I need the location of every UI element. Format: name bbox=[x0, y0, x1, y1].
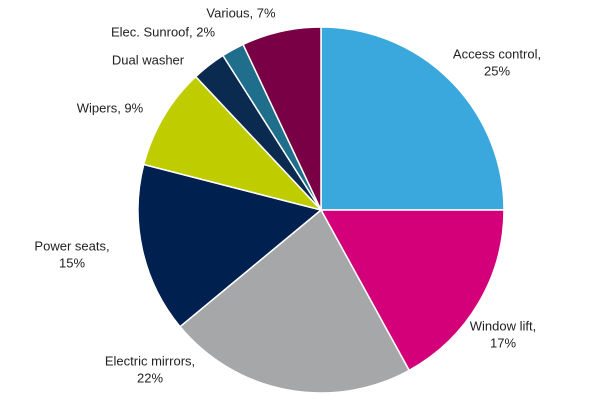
pie-slice bbox=[320, 26, 505, 211]
pie-slice bbox=[242, 26, 322, 211]
slice-label: Electric mirrors, bbox=[105, 353, 195, 368]
slice-label: Access control, bbox=[453, 46, 541, 61]
pie-slice bbox=[178, 208, 411, 394]
pie-slice bbox=[319, 209, 505, 372]
slice-label: Various, 7% bbox=[206, 5, 276, 20]
pie-slice bbox=[137, 163, 323, 328]
slice-label: 17% bbox=[490, 335, 516, 350]
slice-label: Window lift, bbox=[470, 318, 536, 333]
slice-label: 22% bbox=[137, 370, 163, 385]
slice-label: 15% bbox=[59, 255, 85, 270]
pie-slice bbox=[142, 75, 324, 212]
slice-label: Elec. Sunroof, 2% bbox=[111, 24, 215, 39]
slice-label: Power seats, bbox=[34, 238, 109, 253]
slice-label: Dual washer bbox=[112, 52, 185, 67]
slice-label: 25% bbox=[484, 63, 510, 78]
slice-label: Wipers, 9% bbox=[77, 100, 144, 115]
